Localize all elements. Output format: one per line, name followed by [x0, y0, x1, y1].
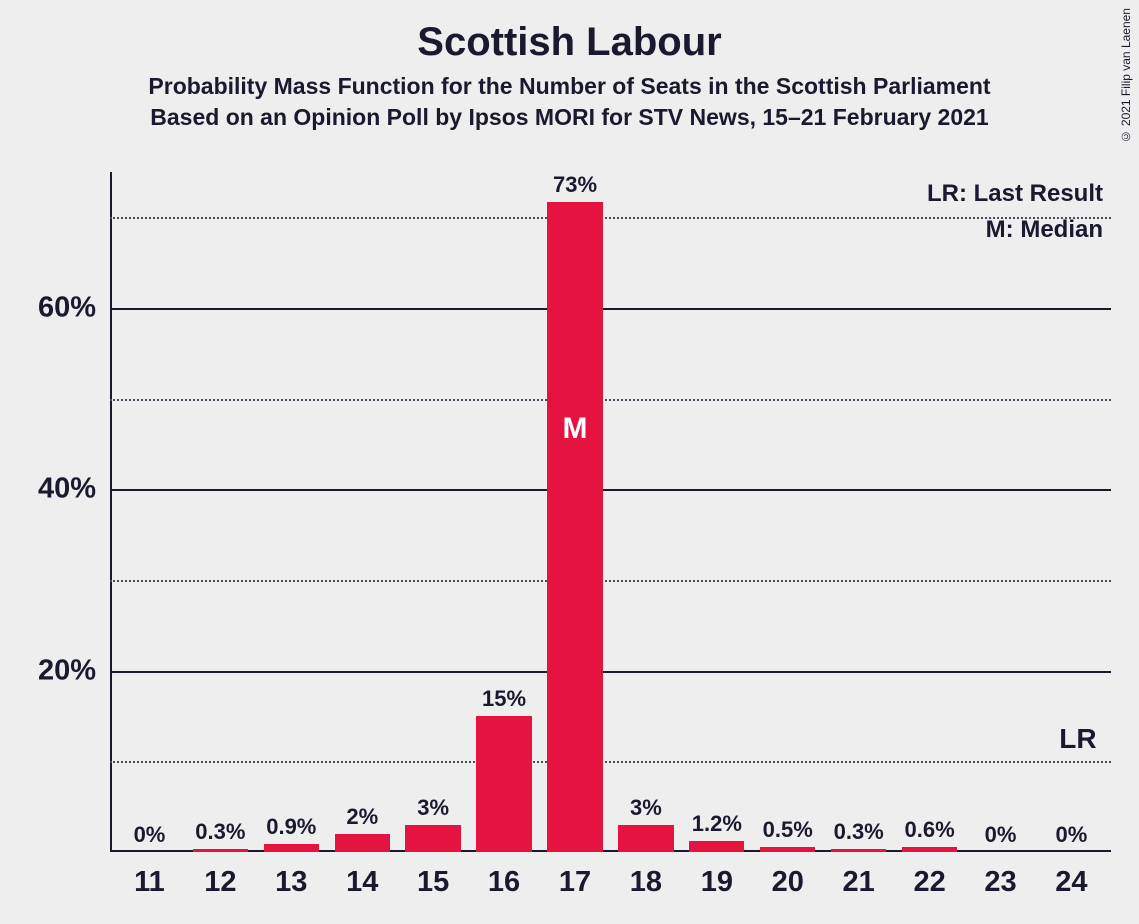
y-tick-label: 60% [38, 292, 96, 325]
x-tick-label: 16 [488, 866, 520, 899]
bar [264, 844, 319, 852]
bar-value-label: 0.5% [763, 817, 813, 843]
lr-marker: LR [1059, 723, 1096, 755]
x-tick-label: 18 [630, 866, 662, 899]
bar-value-label: 0.6% [905, 817, 955, 843]
bar [902, 847, 957, 852]
bar-slot: 1.2%19 [681, 172, 752, 852]
x-tick-label: 20 [772, 866, 804, 899]
bar-slot: 73%M17 [540, 172, 611, 852]
bar-value-label: 2% [346, 804, 378, 830]
bar-value-label: 15% [482, 686, 526, 712]
bar-slot: 2%14 [327, 172, 398, 852]
bar-value-label: 0.3% [195, 819, 245, 845]
bar-value-label: 3% [630, 795, 662, 821]
chart-title: Scottish Labour [0, 20, 1139, 65]
bar-slot: 0.5%20 [752, 172, 823, 852]
bars-group: 0%110.3%120.9%132%143%1515%1673%M173%181… [110, 172, 1111, 852]
bar-slot: 3%18 [610, 172, 681, 852]
x-tick-label: 24 [1055, 866, 1087, 899]
chart-subtitle-1: Probability Mass Function for the Number… [0, 73, 1139, 100]
x-tick-label: 21 [843, 866, 875, 899]
copyright-text: © 2021 Filip van Laenen [1119, 8, 1133, 143]
bar [760, 847, 815, 852]
median-marker: M [562, 412, 587, 446]
chart-subtitle-2: Based on an Opinion Poll by Ipsos MORI f… [0, 104, 1139, 131]
bar-value-label: 0% [134, 822, 166, 848]
bar-slot: 15%16 [469, 172, 540, 852]
bar-slot: 3%15 [398, 172, 469, 852]
bar-value-label: 0% [1056, 822, 1088, 848]
bar-value-label: 1.2% [692, 811, 742, 837]
bar-slot: 0.6%22 [894, 172, 965, 852]
y-tick-label: 20% [38, 654, 96, 687]
x-tick-label: 17 [559, 866, 591, 899]
chart-container: © 2021 Filip van Laenen Scottish Labour … [0, 0, 1139, 924]
bar [689, 841, 744, 852]
bar [405, 825, 460, 852]
bar-slot: 0.3%21 [823, 172, 894, 852]
bar-value-label: 0.3% [834, 819, 884, 845]
x-tick-label: 13 [275, 866, 307, 899]
bar [193, 849, 248, 852]
bar-value-label: 0.9% [266, 814, 316, 840]
x-tick-label: 15 [417, 866, 449, 899]
y-tick-label: 40% [38, 473, 96, 506]
bar-slot: 0%23 [965, 172, 1036, 852]
x-tick-label: 11 [134, 866, 165, 899]
x-tick-label: 23 [984, 866, 1016, 899]
bar-value-label: 73% [553, 172, 597, 198]
x-tick-label: 12 [204, 866, 236, 899]
x-tick-label: 22 [913, 866, 945, 899]
x-tick-label: 19 [701, 866, 733, 899]
bar [831, 849, 886, 852]
x-tick-label: 14 [346, 866, 378, 899]
bar-slot: 0.3%12 [185, 172, 256, 852]
bar [335, 834, 390, 852]
bar-slot: 0.9%13 [256, 172, 327, 852]
bar-slot: 0%11 [114, 172, 185, 852]
bar [476, 716, 531, 852]
bar: M [547, 202, 602, 852]
bar-value-label: 3% [417, 795, 449, 821]
bar [618, 825, 673, 852]
plot-area: LR: Last Result M: Median 20%40%60% 0%11… [110, 172, 1111, 852]
bar-value-label: 0% [985, 822, 1017, 848]
